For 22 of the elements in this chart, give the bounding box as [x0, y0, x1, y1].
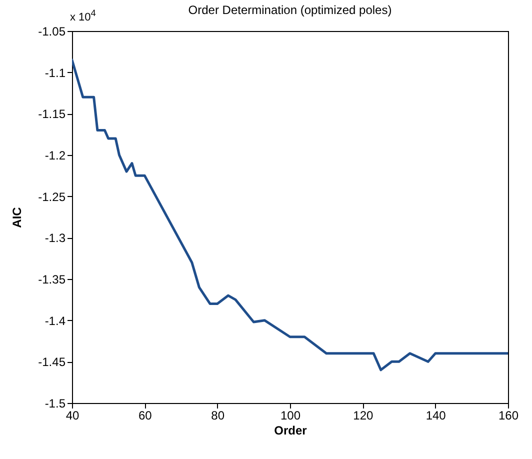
- y-axis-title: AIC: [10, 206, 24, 228]
- y-tick-label: -1.25: [38, 190, 66, 204]
- y-tick-label: -1.4: [44, 314, 66, 328]
- x-tick-label: 80: [211, 408, 225, 422]
- x-tick-label: 160: [498, 408, 519, 422]
- y-tick-label: -1.15: [38, 107, 66, 122]
- y-tick-label: -1.1: [44, 66, 66, 80]
- x-tick-label: 100: [280, 408, 301, 422]
- x-tick-label: 120: [353, 408, 374, 422]
- y-tick-label: -1.05: [38, 24, 66, 38]
- y-tick-label: -1.45: [38, 355, 66, 370]
- x-axis-title: Order: [274, 424, 308, 438]
- chart-title: Order Determination (optimized poles): [188, 3, 392, 17]
- line-series: [72, 58, 508, 372]
- y-tick-label: -1.3: [44, 231, 66, 246]
- x-tick-label: 40: [66, 408, 80, 422]
- y-tick-label: -1.2: [44, 148, 66, 162]
- text: x 10$^{4}$: [70, 8, 96, 24]
- x-tick-label: 60: [138, 408, 152, 422]
- x-tick-label: 140: [426, 408, 446, 422]
- y-tick-label: -1.5: [44, 396, 66, 410]
- y-tick-label: -1.35: [38, 272, 66, 286]
